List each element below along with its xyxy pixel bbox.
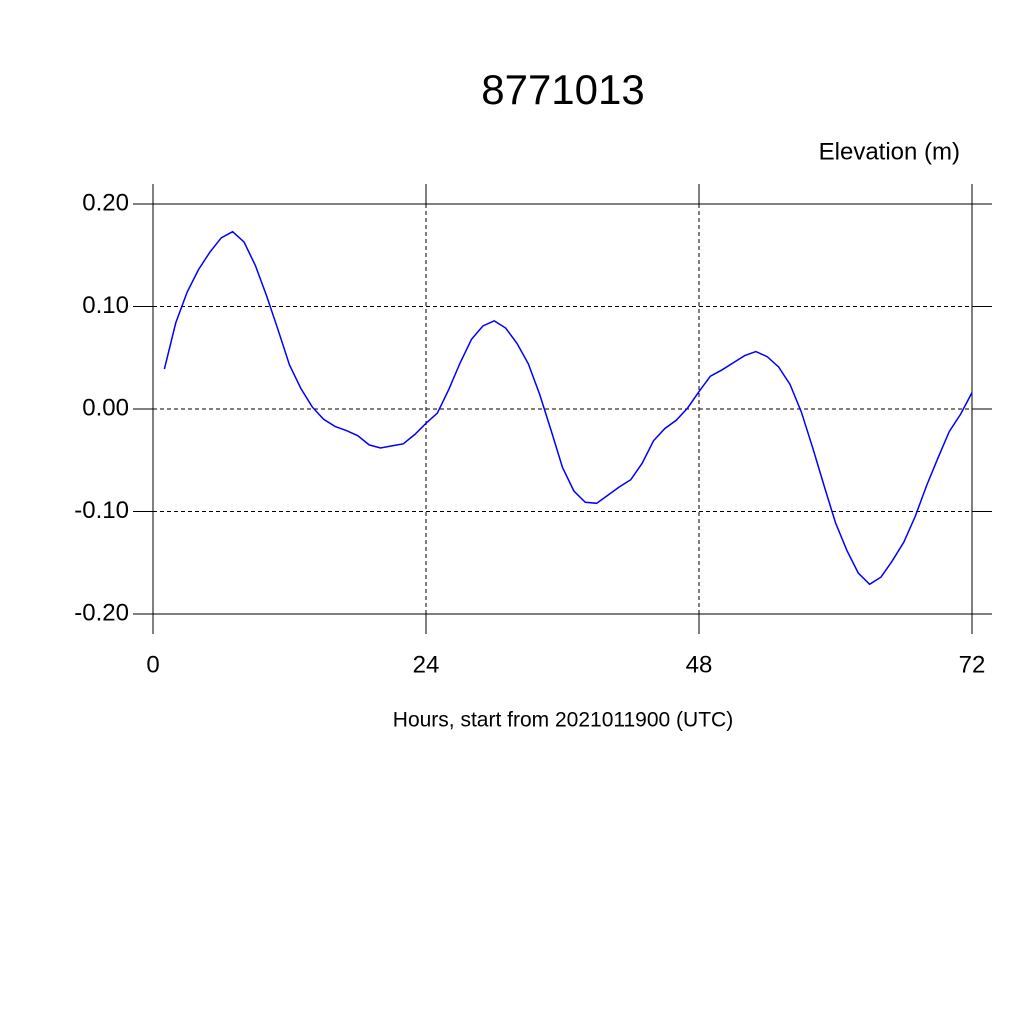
y-tick-label: -0.10 <box>74 497 129 524</box>
y-axis-unit: Elevation (m) <box>819 138 960 165</box>
x-tick-label: 24 <box>413 651 440 678</box>
chart-title: 8771013 <box>481 66 645 113</box>
y-tick-label: 0.10 <box>82 292 129 319</box>
data-line <box>163 230 973 586</box>
y-tick-label: 0.20 <box>82 189 129 216</box>
y-tick-label: 0.00 <box>82 394 129 421</box>
y-tick-label: -0.20 <box>74 599 129 626</box>
x-tick-label: 0 <box>146 651 159 678</box>
x-tick-label: 48 <box>686 651 713 678</box>
x-tick-label: 72 <box>959 651 986 678</box>
x-axis-label: Hours, start from 2021011900 (UTC) <box>393 709 733 732</box>
